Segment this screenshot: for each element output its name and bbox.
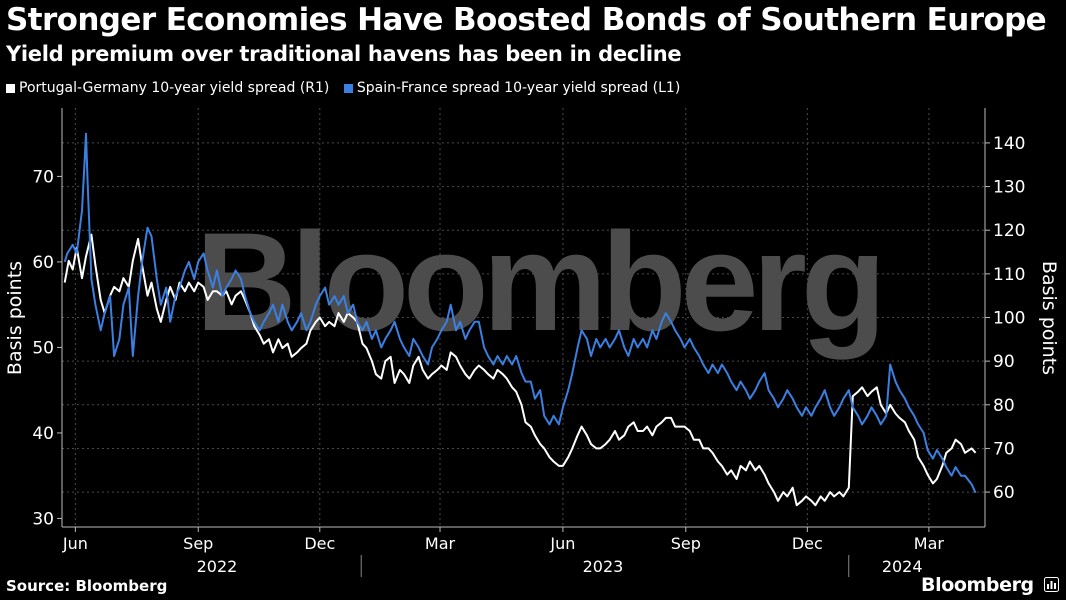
left-tick-label: 30 — [32, 509, 54, 529]
x-year-label: 2022 — [197, 557, 238, 576]
icon-bar-3 — [1054, 583, 1056, 589]
legend-label-spain: Spain-France spread 10-year yield spread… — [356, 80, 681, 96]
right-tick-label: 140 — [993, 134, 1025, 154]
right-tick-label: 110 — [993, 265, 1025, 285]
x-tick-label: Mar — [914, 534, 945, 553]
legend-label-portugal: Portugal-Germany 10-year yield spread (R… — [19, 80, 330, 96]
right-tick-label: 130 — [993, 178, 1025, 198]
watermark: Bloomberg — [196, 203, 881, 360]
series-line-spain-france — [63, 132, 977, 494]
chart-title: Stronger Economies Have Boosted Bonds of… — [6, 2, 1047, 38]
right-tick-label: 90 — [993, 352, 1015, 372]
legend-swatch-spain — [343, 83, 353, 93]
axes: 30 40 50 60 70 60 70 80 90 100 110 120 130 140 Jun Sep D… — [32, 108, 1025, 577]
x-tick-label: Jun — [62, 534, 88, 553]
x-tick-label: Dec — [304, 534, 335, 553]
series-line-portugal-germany — [63, 233, 977, 507]
legend-item-portugal: Portugal-Germany 10-year yield spread (R… — [6, 80, 329, 96]
series-lines — [63, 132, 977, 507]
right-tick-label: 100 — [993, 309, 1025, 329]
x-year-label: 2023 — [583, 557, 624, 576]
x-tick-label: Dec — [792, 534, 823, 553]
right-tick-label: 60 — [993, 483, 1015, 503]
right-tick-label: 120 — [993, 221, 1025, 241]
brand-logo: Bloomberg — [921, 574, 1034, 596]
x-tick-label: Jun — [549, 534, 575, 553]
right-tick-label: 80 — [993, 396, 1015, 416]
left-axis-label: Basis points — [4, 261, 26, 375]
bar-chart-icon — [1044, 577, 1059, 592]
source-note: Source: Bloomberg — [6, 577, 168, 595]
right-axis-label: Basis points — [1038, 261, 1060, 375]
left-tick-label: 40 — [32, 424, 54, 444]
legend-swatch-portugal — [6, 83, 15, 93]
legend-item-spain: Spain-France spread 10-year yield spread… — [343, 80, 681, 96]
left-tick-label: 60 — [32, 253, 54, 273]
icon-bar-1 — [1047, 584, 1049, 589]
legend: Portugal-Germany 10-year yield spread (R… — [6, 80, 690, 97]
gridlines — [62, 108, 985, 527]
left-tick-label: 50 — [32, 338, 54, 358]
x-year-label: 2024 — [882, 557, 923, 576]
chart-subtitle: Yield premium over traditional havens ha… — [6, 42, 682, 66]
x-tick-label: Sep — [671, 534, 701, 553]
x-tick-label: Mar — [425, 534, 456, 553]
right-tick-label: 70 — [993, 439, 1015, 459]
icon-frame — [1044, 577, 1059, 592]
icon-bar-2 — [1050, 581, 1053, 589]
x-tick-label: Sep — [183, 534, 213, 553]
left-tick-label: 70 — [32, 167, 54, 187]
